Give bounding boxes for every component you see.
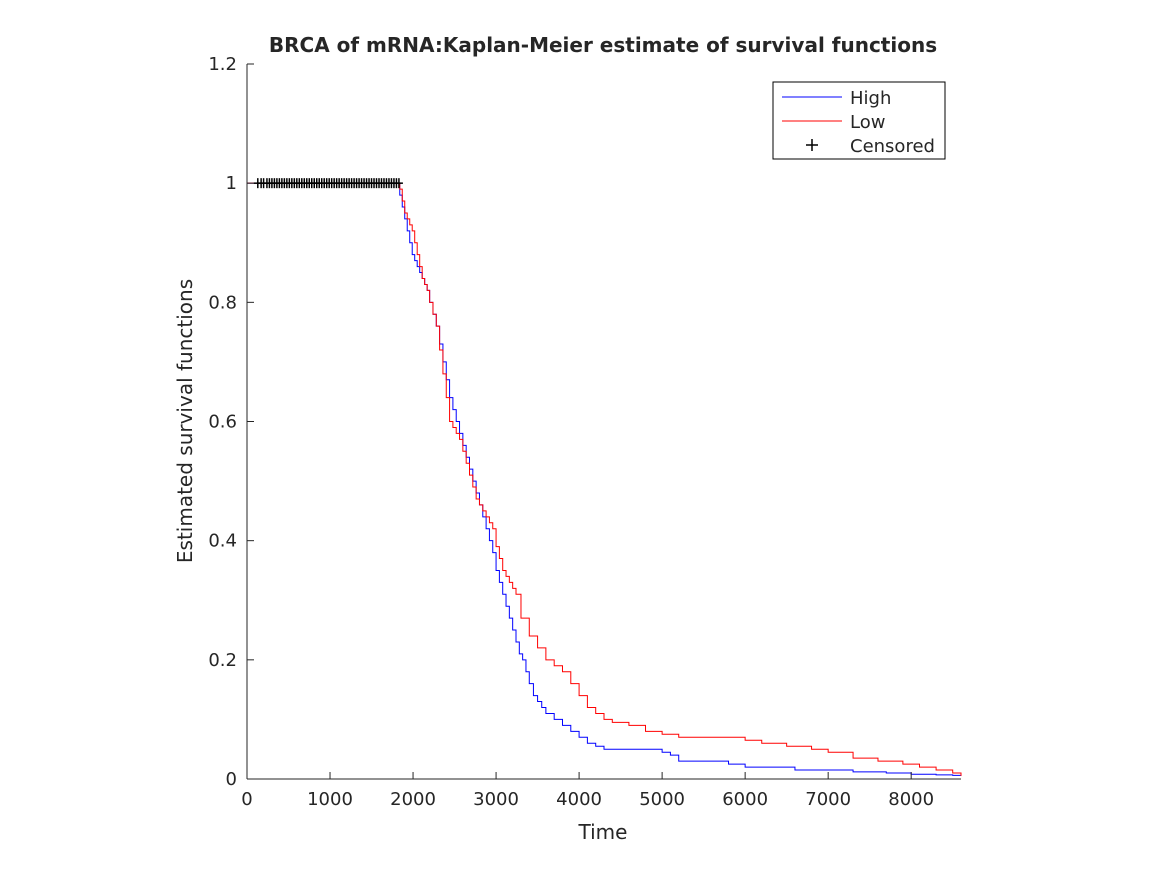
x-tick-label: 8000 [888,789,934,810]
x-tick-label: 3000 [473,789,519,810]
legend-high-label: High [850,88,891,109]
legend: High Low Censored [772,81,946,160]
series-line-low [247,182,962,777]
y-tick-label: 1.2 [208,54,237,75]
legend-low-label: Low [850,112,885,133]
y-tick-label: 0 [226,769,237,790]
chart-title: BRCA of mRNA:Kaplan-Meier estimate of su… [269,33,937,57]
censored-mark [394,178,403,189]
y-tick-label: 0.6 [208,412,237,433]
legend-censored-marker [806,139,818,151]
plot-area [247,178,962,777]
y-tick-label: 0.4 [208,531,237,552]
x-tick-label: 5000 [639,789,685,810]
x-tick-label: 7000 [805,789,851,810]
y-tick-label: 0.2 [208,650,237,671]
y-tick-label: 1 [226,173,237,194]
legend-censored-label: Censored [850,136,935,157]
y-tick-label: 0.8 [208,292,237,313]
x-tick-label: 2000 [390,789,436,810]
y-axis-label: Estimated survival functions [173,279,197,563]
x-tick-label: 6000 [722,789,768,810]
x-tick-label: 4000 [556,789,602,810]
axes: 0 1000 2000 3000 4000 5000 6000 7000 8000 0 0.2 0.4… [208,54,961,810]
x-tick-label: 1000 [307,789,353,810]
x-tick-label: 0 [241,789,252,810]
x-axis-label: Time [578,820,628,844]
